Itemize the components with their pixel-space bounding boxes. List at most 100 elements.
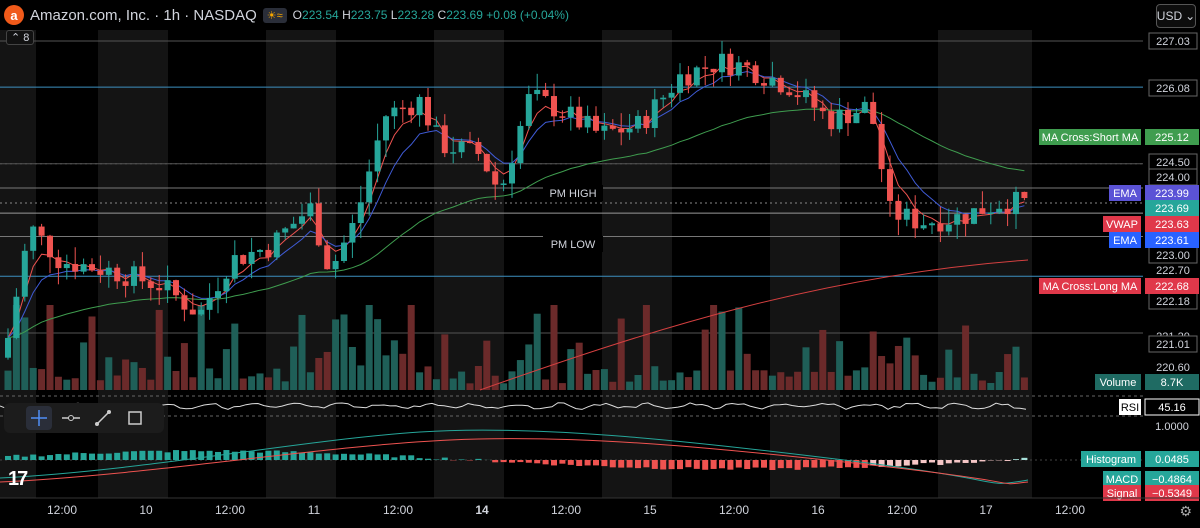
volume-bar (836, 341, 844, 390)
candle-body (324, 245, 331, 270)
price-tick-label: 222.70 (1156, 265, 1190, 277)
histogram-bar (651, 460, 658, 469)
horizontal-ray-icon[interactable] (58, 406, 84, 430)
candle-body (63, 263, 70, 269)
time-tick-label: 12:00 (551, 503, 581, 517)
trend-line-icon[interactable] (90, 406, 116, 430)
ema-slow-value: 223.61 (1155, 235, 1189, 247)
ma-short-name: MA Cross:Short MA (1042, 132, 1139, 144)
rectangle-icon[interactable] (122, 406, 148, 430)
signal-value: −0.5349 (1152, 488, 1192, 500)
rsi-scale-label: 1.0000 (1155, 421, 1189, 433)
histogram-bar (828, 460, 835, 467)
histogram-bar (223, 450, 230, 460)
candle-body (97, 270, 104, 275)
histogram-bar (803, 460, 809, 468)
volume-bar (382, 355, 390, 390)
histogram-bar (231, 451, 238, 460)
volume-bar (651, 366, 659, 390)
vwap-name: VWAP (1106, 219, 1138, 231)
ema-slow-name: EMA (1113, 235, 1138, 247)
candle-body (945, 224, 952, 232)
histogram-bar (399, 455, 406, 460)
histogram-bar (962, 460, 969, 463)
histogram-bar (55, 453, 62, 460)
settings-gear-icon[interactable]: ⚙ (1179, 503, 1192, 519)
volume-bar (348, 346, 356, 390)
candle-body (273, 232, 280, 258)
histogram-bar (458, 459, 465, 460)
volume-bar (147, 379, 155, 390)
histogram-bar (559, 460, 566, 464)
price-axis-bg (1143, 30, 1200, 498)
crosshair-icon[interactable] (26, 406, 52, 430)
histogram-bar (945, 460, 952, 464)
volume-bar (80, 342, 88, 390)
market-status-badge[interactable]: ☀≈ (262, 7, 287, 23)
histogram-bar (72, 452, 79, 460)
price-tick-label: 224.50 (1156, 157, 1190, 169)
histogram-bar (584, 460, 591, 466)
candle-body (240, 255, 247, 264)
indicators-collapse-button[interactable]: ⌃ 8 (6, 30, 35, 45)
histogram-bar (265, 450, 272, 460)
candle-body (845, 109, 851, 124)
histogram-bar (954, 460, 961, 463)
candle-body (366, 171, 373, 203)
volume-bar (962, 325, 970, 390)
volume-bar (416, 372, 424, 390)
candle-body (551, 96, 557, 117)
candle-body (803, 90, 809, 98)
volume-bar (584, 373, 592, 390)
candle-body (794, 95, 801, 98)
histogram-bar (324, 453, 331, 460)
price-tick-label: 222.18 (1156, 296, 1190, 308)
macd-value: −0.4864 (1152, 474, 1192, 486)
volume-bar (113, 375, 121, 390)
candle-body (299, 216, 305, 224)
volume-bar (315, 357, 323, 390)
histogram-bar (13, 454, 20, 460)
candle-body (702, 67, 709, 69)
histogram-bar (30, 454, 37, 460)
histogram-bar (903, 460, 910, 466)
volume-bar (550, 305, 558, 390)
ema-fast-value: 223.99 (1155, 188, 1189, 200)
histogram-bar (307, 452, 314, 460)
histogram-name-tag (1081, 451, 1141, 467)
volume-bar (390, 340, 398, 390)
time-tick-label: 14 (475, 503, 489, 517)
histogram-bar (173, 450, 179, 460)
price-tick-label: 221.01 (1156, 339, 1190, 351)
vwap-value: 223.63 (1155, 219, 1189, 231)
candle-body (47, 235, 53, 258)
histogram-bar (735, 460, 742, 468)
volume-value-tag (1145, 374, 1199, 390)
histogram-bar (63, 454, 70, 460)
volume-bar (197, 305, 205, 390)
histogram-bar (215, 451, 221, 460)
volume-bar (575, 342, 583, 390)
volume-bar (903, 337, 911, 390)
histogram-bar (719, 460, 725, 469)
volume-bar (239, 378, 247, 390)
histogram-bar (80, 453, 87, 460)
candle-body (307, 203, 314, 217)
histogram-bar (114, 452, 121, 460)
volume-bar (626, 381, 634, 390)
histogram-bar (920, 460, 927, 464)
candle-body (206, 298, 213, 310)
histogram-bar (374, 454, 381, 460)
currency-select[interactable]: USD ⌄ (1156, 4, 1196, 28)
candle-body (357, 202, 364, 224)
price-tag-box (1148, 32, 1198, 50)
volume-bar (105, 357, 113, 390)
volume-bar (693, 370, 701, 390)
volume-bar (4, 370, 12, 390)
candle-body (416, 96, 423, 116)
time-tick-label: 16 (811, 503, 825, 517)
symbol-title[interactable]: Amazon.com, Inc. · 1h · NASDAQ (30, 6, 257, 24)
candle-body (21, 250, 28, 297)
time-axis[interactable]: 12:00 10 12:00 11 12:00 14 12:00 15 12:00 16 12:00… (0, 497, 1200, 517)
